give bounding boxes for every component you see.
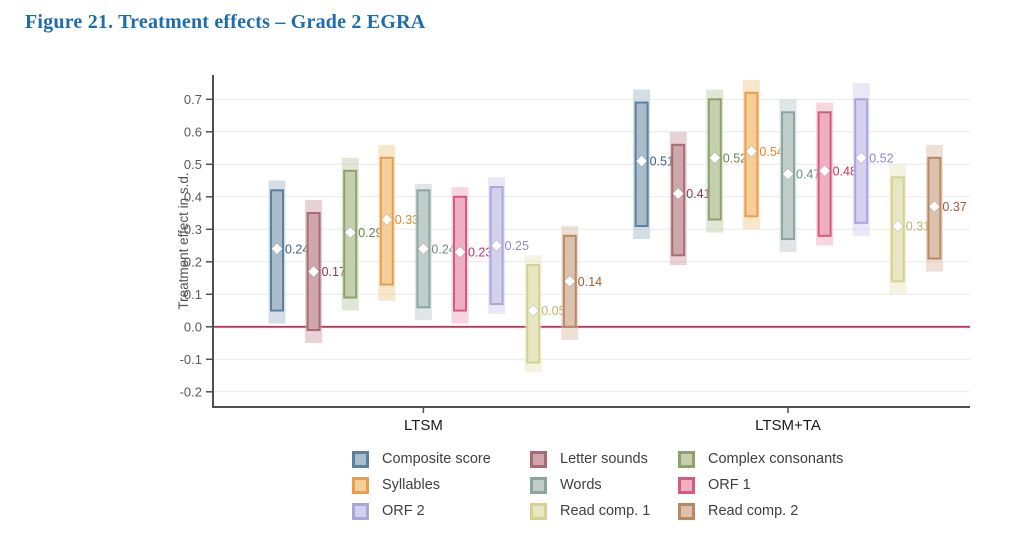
y-axis-title: Treatment effect in s.d. — [176, 172, 191, 309]
point-estimate-label: 0.14 — [578, 275, 602, 289]
legend-swatch-icon — [530, 477, 547, 494]
legend-item: Read comp. 1 — [530, 503, 678, 520]
legend-swatch-icon — [530, 503, 547, 520]
point-estimate-diamond — [855, 151, 868, 164]
point-estimate-label: 0.17 — [322, 265, 346, 279]
legend-label: Read comp. 2 — [708, 503, 799, 519]
point-estimate-label: 0.52 — [723, 151, 747, 165]
point-estimate-label: 0.05 — [541, 304, 565, 318]
point-estimate-diamond — [453, 245, 467, 259]
point-estimate-label: 0.37 — [942, 200, 966, 214]
point-estimate-label: 0.52 — [869, 151, 893, 165]
legend-label: Letter sounds — [560, 451, 648, 467]
point-estimate-diamond — [818, 164, 831, 177]
inner-ci-bar — [671, 143, 686, 257]
point-estimate-diamond — [928, 200, 941, 213]
y-tick-label: 0.4 — [184, 189, 202, 204]
legend-label: Composite score — [382, 451, 491, 467]
legend-swatch-icon — [352, 477, 369, 494]
figure-title: Figure 21. Treatment effects – Grade 2 E… — [25, 11, 426, 33]
treatment-effects-chart: 0.7 0.6 0.5 0.4 0.3 0.2 0.1 0.0 -0.1 -0.2 Treatmen… — [176, 75, 970, 434]
y-tick-label: 0.1 — [184, 287, 202, 302]
point-estimate-label: 0.24 — [285, 242, 309, 256]
point-estimate-label: 0.51 — [650, 155, 674, 169]
legend-item: Composite score — [352, 451, 530, 468]
x-group-label: LTSM+TA — [755, 417, 821, 434]
point-estimate-diamond — [527, 304, 540, 317]
legend-label: Read comp. 1 — [560, 503, 651, 519]
legend-label: ORF 2 — [382, 503, 425, 519]
point-estimate-diamond — [745, 145, 758, 158]
legend-swatch-icon — [530, 451, 547, 468]
point-estimate-label: 0.41 — [686, 187, 710, 201]
legend-swatch-icon — [352, 451, 369, 468]
point-estimate-diamond — [270, 242, 284, 255]
x-group-label: LTSM — [404, 417, 443, 434]
chart-legend: Composite score Letter sounds Complex cons… — [352, 451, 843, 520]
point-estimate-diamond — [672, 187, 685, 200]
point-estimate-label: 0.29 — [358, 226, 382, 240]
point-estimate-diamond — [563, 275, 576, 288]
legend-swatch-icon — [678, 503, 695, 520]
legend-swatch-icon — [678, 451, 695, 468]
point-estimate-diamond — [380, 213, 393, 226]
legend-label: ORF 1 — [708, 477, 751, 493]
legend-label: Words — [560, 477, 602, 493]
legend-item: Words — [530, 477, 678, 494]
point-estimate-label: 0.24 — [431, 242, 455, 256]
y-tick-label: 0.6 — [184, 124, 202, 139]
point-estimate-diamond — [891, 219, 904, 233]
y-tick-label: 0.3 — [184, 222, 202, 237]
point-estimate-diamond — [344, 226, 357, 239]
point-estimate-label: 0.23 — [468, 246, 492, 260]
point-estimate-label: 0.54 — [759, 145, 783, 159]
point-estimate-label: 0.31 — [906, 220, 930, 234]
point-estimate-label: 0.48 — [833, 164, 857, 178]
point-estimate-diamond — [417, 242, 430, 255]
point-estimate-label: 0.25 — [505, 239, 529, 253]
y-tick-label: -0.2 — [180, 384, 202, 399]
legend-item: Complex consonants — [678, 451, 843, 468]
legend-swatch-icon — [678, 477, 695, 494]
y-tick-label: 0.5 — [184, 157, 202, 172]
legend-swatch-icon — [352, 503, 369, 520]
y-tick-label: 0.2 — [184, 254, 202, 269]
point-estimate-diamond — [708, 151, 721, 164]
legend-item: Read comp. 2 — [678, 503, 843, 520]
legend-item: ORF 1 — [678, 477, 843, 494]
point-estimate-diamond — [490, 239, 503, 252]
legend-label: Syllables — [382, 477, 441, 493]
legend-item: Letter sounds — [530, 451, 678, 468]
y-tick-label: 0.7 — [184, 92, 202, 107]
y-tick-label: -0.1 — [180, 352, 202, 367]
point-estimate-diamond — [781, 167, 795, 181]
point-estimate-diamond — [307, 265, 320, 278]
legend-item: ORF 2 — [352, 503, 530, 520]
y-tick-label: 0.0 — [184, 319, 202, 334]
legend-label: Complex consonants — [708, 451, 844, 467]
point-estimate-label: 0.33 — [395, 213, 419, 227]
legend-item: Syllables — [352, 477, 530, 494]
point-estimate-diamond — [635, 154, 648, 168]
point-estimate-label: 0.47 — [796, 168, 820, 182]
